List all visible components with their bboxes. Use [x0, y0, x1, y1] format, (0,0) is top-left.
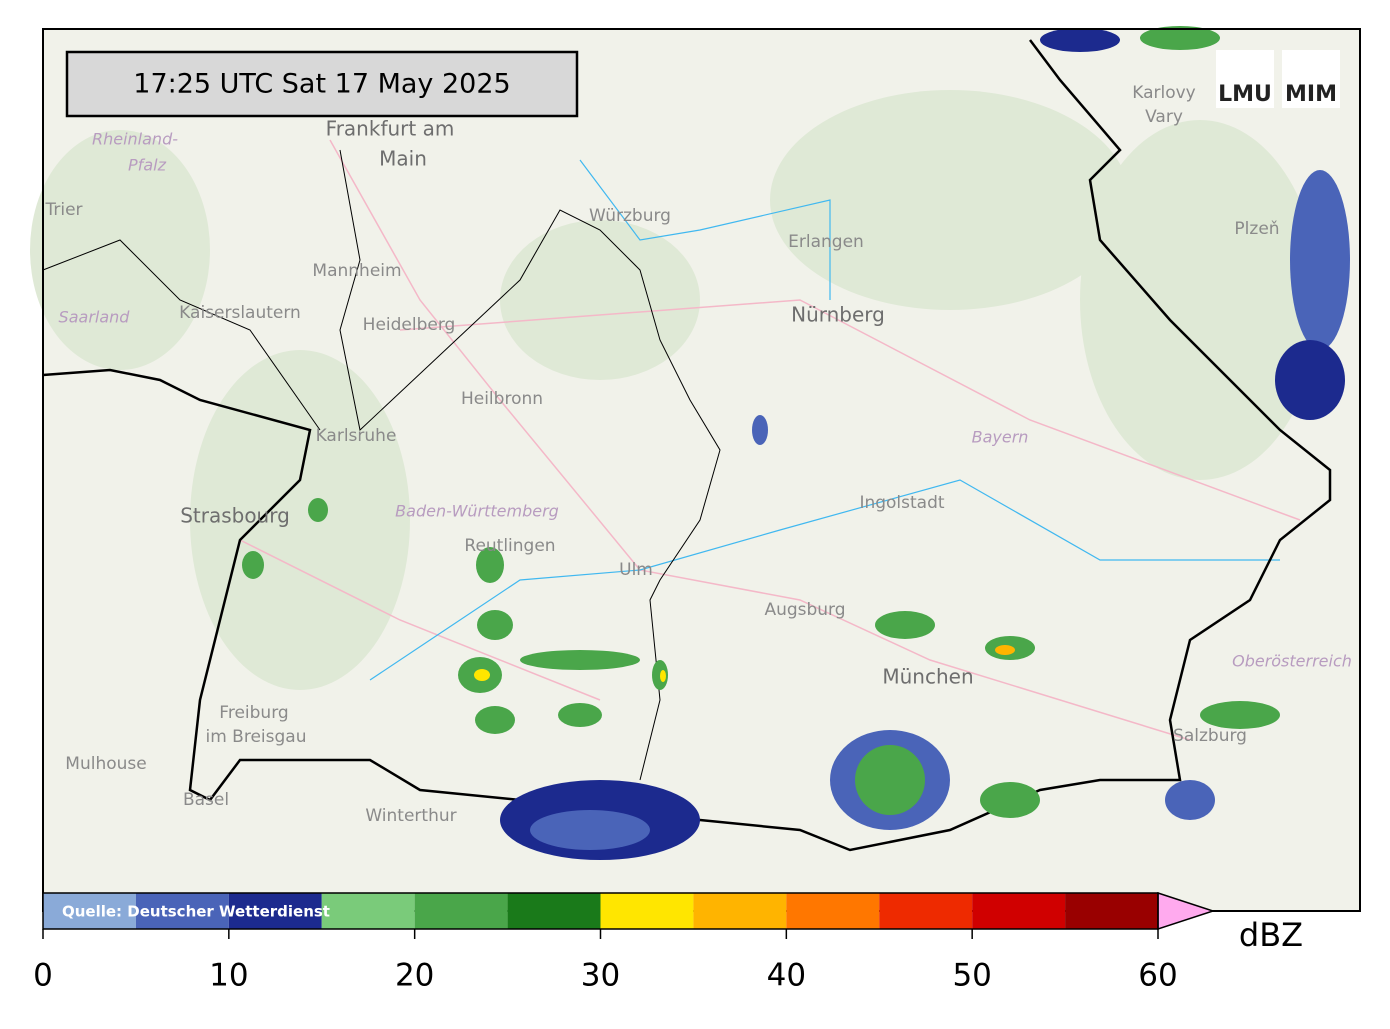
tick-label: 20: [395, 958, 434, 994]
place-label: Vary: [1145, 107, 1183, 127]
logo-box: [1282, 50, 1340, 108]
colorbar-segment: [786, 893, 880, 929]
place-label: Trier: [44, 200, 82, 220]
colorbar-segment: [414, 893, 508, 929]
colorbar-segment: [879, 893, 973, 929]
place-label: Reutlingen: [464, 536, 555, 556]
tick-label: 40: [767, 958, 806, 994]
colorbar-segment: [1065, 893, 1158, 929]
place-label: Mannheim: [312, 261, 401, 281]
place-label: Mulhouse: [65, 754, 146, 774]
borders-national: [42, 39, 1332, 852]
place-label: Heilbronn: [461, 389, 543, 409]
tick-label: 60: [1138, 958, 1177, 994]
tick-label: 10: [209, 958, 248, 994]
place-label: Winterthur: [365, 806, 456, 826]
place-label: Salzburg: [1173, 726, 1247, 746]
place-label: Ingolstadt: [859, 493, 944, 513]
place-label: Ulm: [619, 560, 653, 580]
logo-box: [1216, 50, 1274, 108]
place-label: Kaiserslautern: [179, 303, 301, 323]
tick-label: 0: [33, 958, 53, 994]
colorbar-segment: [507, 893, 601, 929]
colorbar-segment: [600, 893, 694, 929]
place-label: Basel: [183, 790, 229, 810]
source-label: Quelle: Deutscher Wetterdienst: [62, 903, 330, 921]
place-label: Würzburg: [589, 206, 671, 226]
colorbar-segment: [135, 893, 229, 929]
borders-thin: [42, 149, 721, 781]
colorbar: Quelle: Deutscher Wetterdienst 0 10 20 30 40 5…: [33, 891, 1303, 994]
place-label: Karlsruhe: [316, 426, 397, 446]
tick-label: 30: [581, 958, 620, 994]
rivers: [369, 159, 1280, 681]
place-label: München: [882, 665, 973, 689]
colorbar-segment: [43, 893, 136, 929]
colorbar-segment: [972, 893, 1066, 929]
place-label: Karlovy: [1132, 83, 1196, 103]
place-label: Augsburg: [764, 600, 845, 620]
place-label: Pfalz: [128, 156, 167, 175]
place-label: Freiburg: [219, 703, 288, 723]
place-label: Erlangen: [788, 232, 864, 252]
place-label: Strasbourg: [180, 504, 290, 528]
place-labels: Frankfurt am Main Rheinland- Pfalz Trier Würz…: [44, 83, 1351, 826]
tick-label: 50: [952, 958, 991, 994]
logo-text: LMU: [1218, 82, 1272, 107]
place-label: Rheinland-: [92, 130, 178, 149]
place-label: Saarland: [59, 308, 131, 327]
colorbar-segment: [321, 893, 415, 929]
colorbar-segment: [228, 893, 322, 929]
place-label: im Breisgau: [206, 727, 307, 747]
logo-text: MIM: [1285, 82, 1337, 107]
colorbar-segment: [693, 893, 787, 929]
timestamp: 17:25 UTC Sat 17 May 2025: [133, 69, 510, 100]
place-label: Frankfurt am: [326, 117, 455, 141]
place-label: Main: [379, 147, 427, 171]
terrain: [30, 90, 1320, 690]
colorbar-unit: dBZ: [1239, 916, 1303, 954]
place-label: Plzeň: [1234, 219, 1279, 239]
place-label: Bayern: [972, 428, 1029, 447]
place-label: Nürnberg: [791, 303, 885, 327]
timestamp-box: [65, 50, 579, 118]
place-label: Heidelberg: [363, 315, 456, 335]
place-label: Baden-Württemberg: [395, 502, 559, 521]
radar-echoes: [242, 26, 1350, 860]
place-label: Oberösterreich: [1232, 652, 1352, 671]
